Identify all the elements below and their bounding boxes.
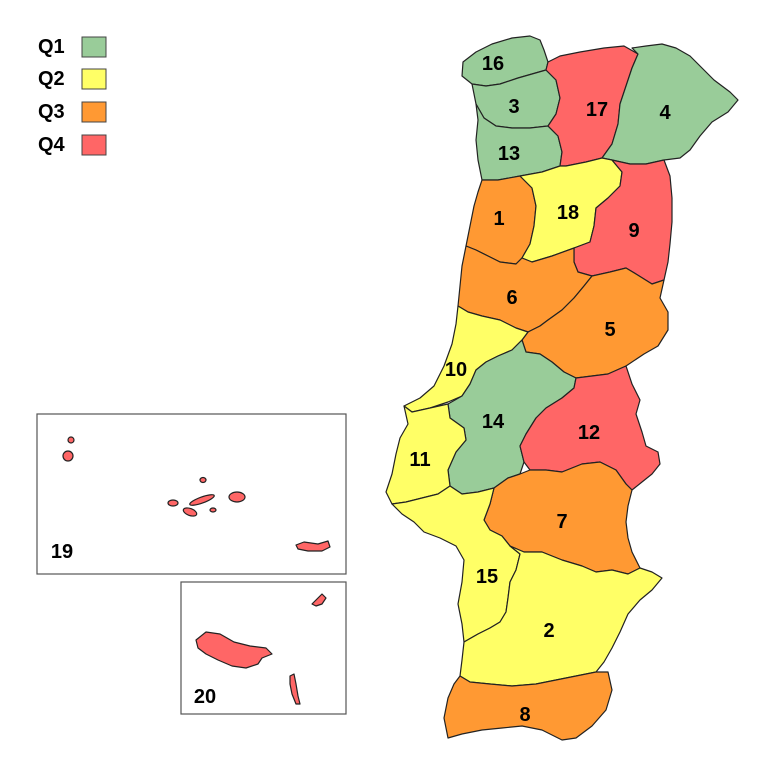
legend-label: Q2: [38, 68, 65, 90]
region-label: 9: [628, 220, 639, 242]
legend-swatch: [81, 36, 107, 58]
legend-label: Q1: [38, 36, 65, 58]
region-labels: 16 3 13 17 4 1 18 9 6 5 10 14 12 11 7 15…: [409, 53, 671, 726]
region-4[interactable]: [601, 43, 739, 165]
legend-item-q1: Q1: [38, 36, 107, 58]
region-label: 5: [604, 319, 615, 341]
inset-madeira: 20: [180, 581, 347, 715]
region-label: 16: [482, 53, 504, 75]
region-label: 3: [508, 96, 519, 118]
legend: Q1 Q2 Q3 Q4: [38, 36, 107, 156]
region-label: 18: [557, 202, 579, 224]
region-label: 8: [519, 704, 530, 726]
legend-swatch: [81, 134, 107, 156]
region-label: 4: [659, 102, 671, 124]
inset-frame: [36, 413, 347, 575]
inset-azores: 19: [36, 413, 347, 575]
region-label: 14: [482, 411, 505, 433]
region-20[interactable]: [195, 593, 327, 705]
region-label: 6: [506, 287, 517, 309]
region-label: 2: [543, 620, 554, 642]
legend-label: Q3: [38, 101, 65, 123]
legend-item-q4: Q4: [38, 134, 107, 156]
region-19[interactable]: [62, 436, 331, 552]
region-label: 10: [445, 359, 467, 381]
region-label: 20: [194, 686, 216, 708]
region-label: 15: [476, 566, 498, 588]
mainland: [385, 35, 739, 741]
region-label: 7: [556, 511, 567, 533]
region-label: 1: [493, 208, 504, 230]
region-label: 13: [498, 143, 520, 165]
region-8[interactable]: [443, 671, 613, 741]
legend-item-q2: Q2: [38, 68, 107, 90]
region-label: 19: [51, 541, 73, 563]
region-label: 17: [586, 99, 608, 121]
legend-swatch: [81, 101, 107, 123]
legend-item-q3: Q3: [38, 101, 107, 123]
legend-swatch: [81, 68, 107, 90]
legend-label: Q4: [38, 134, 66, 156]
region-label: 12: [578, 422, 600, 444]
region-label: 11: [409, 449, 430, 471]
